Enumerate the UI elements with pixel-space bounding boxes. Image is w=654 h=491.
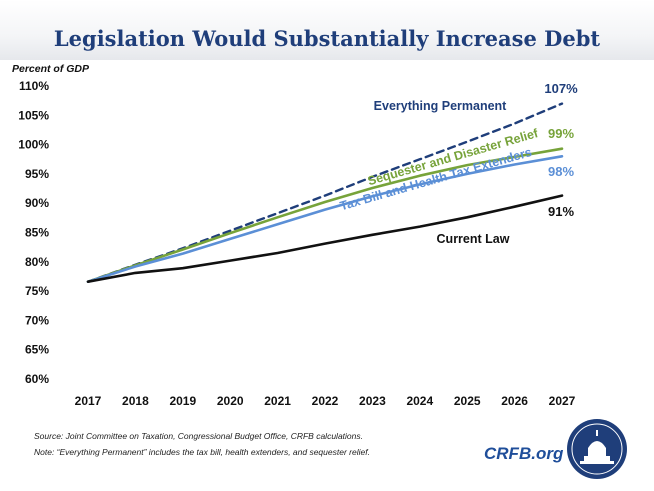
- x-tick-label: 2017: [75, 394, 102, 408]
- footnote: Note: “Everything Permanent” includes th…: [34, 447, 370, 457]
- x-tick-label: 2020: [217, 394, 244, 408]
- y-tick-label: 60%: [25, 372, 49, 386]
- y-tick-label: 105%: [18, 108, 49, 122]
- series-line-everything-permanent: [86, 102, 564, 283]
- x-tick-label: 2023: [359, 394, 386, 408]
- source-note: Source: Joint Committee on Taxation, Con…: [34, 431, 363, 441]
- y-tick-label: 90%: [25, 196, 49, 210]
- y-tick-label: 80%: [25, 255, 49, 269]
- y-tick-label: 85%: [25, 226, 49, 240]
- x-tick-label: 2026: [501, 394, 528, 408]
- x-tick-label: 2021: [264, 394, 291, 408]
- series-lines: [86, 102, 564, 284]
- series-line-tax-bill-and-health-tax-extenders: [86, 155, 564, 284]
- series-name-current-law: Current Law: [437, 232, 510, 246]
- y-tick-label: 70%: [25, 313, 49, 327]
- end-value-label: 91%: [548, 204, 574, 219]
- capitol-seal-icon: [567, 419, 627, 479]
- series-line-sequester-and-disaster-relief: [86, 147, 564, 284]
- end-value-label: 98%: [548, 164, 574, 179]
- y-tick-label: 65%: [25, 343, 49, 357]
- brand-link[interactable]: CRFB.org: [484, 444, 564, 463]
- chart-title: Legislation Would Substantially Increase…: [53, 26, 601, 51]
- title-bar: [0, 0, 654, 60]
- y-tick-label: 95%: [25, 167, 49, 181]
- y-axis-ticks: 60% 65% 70% 75% 80% 85% 90% 95% 100% 105% 110%: [18, 79, 49, 386]
- x-tick-label: 2019: [169, 394, 196, 408]
- series-name-everything-permanent: Everything Permanent: [374, 99, 508, 113]
- y-tick-label: 75%: [25, 284, 49, 298]
- y-tick-label: 100%: [18, 138, 49, 152]
- x-axis-ticks: 2017 2018 2019 2020 2021 2022 2023 2024 2025 2026…: [75, 394, 576, 408]
- y-axis-label: Percent of GDP: [12, 63, 90, 75]
- end-value-label: 107%: [544, 81, 578, 96]
- x-tick-label: 2024: [406, 394, 433, 408]
- series-line-current-law: [86, 194, 564, 284]
- end-value-label: 99%: [548, 126, 574, 141]
- x-tick-label: 2025: [454, 394, 481, 408]
- x-tick-label: 2027: [549, 394, 576, 408]
- y-tick-label: 110%: [19, 79, 49, 93]
- x-tick-label: 2022: [312, 394, 339, 408]
- x-tick-label: 2018: [122, 394, 149, 408]
